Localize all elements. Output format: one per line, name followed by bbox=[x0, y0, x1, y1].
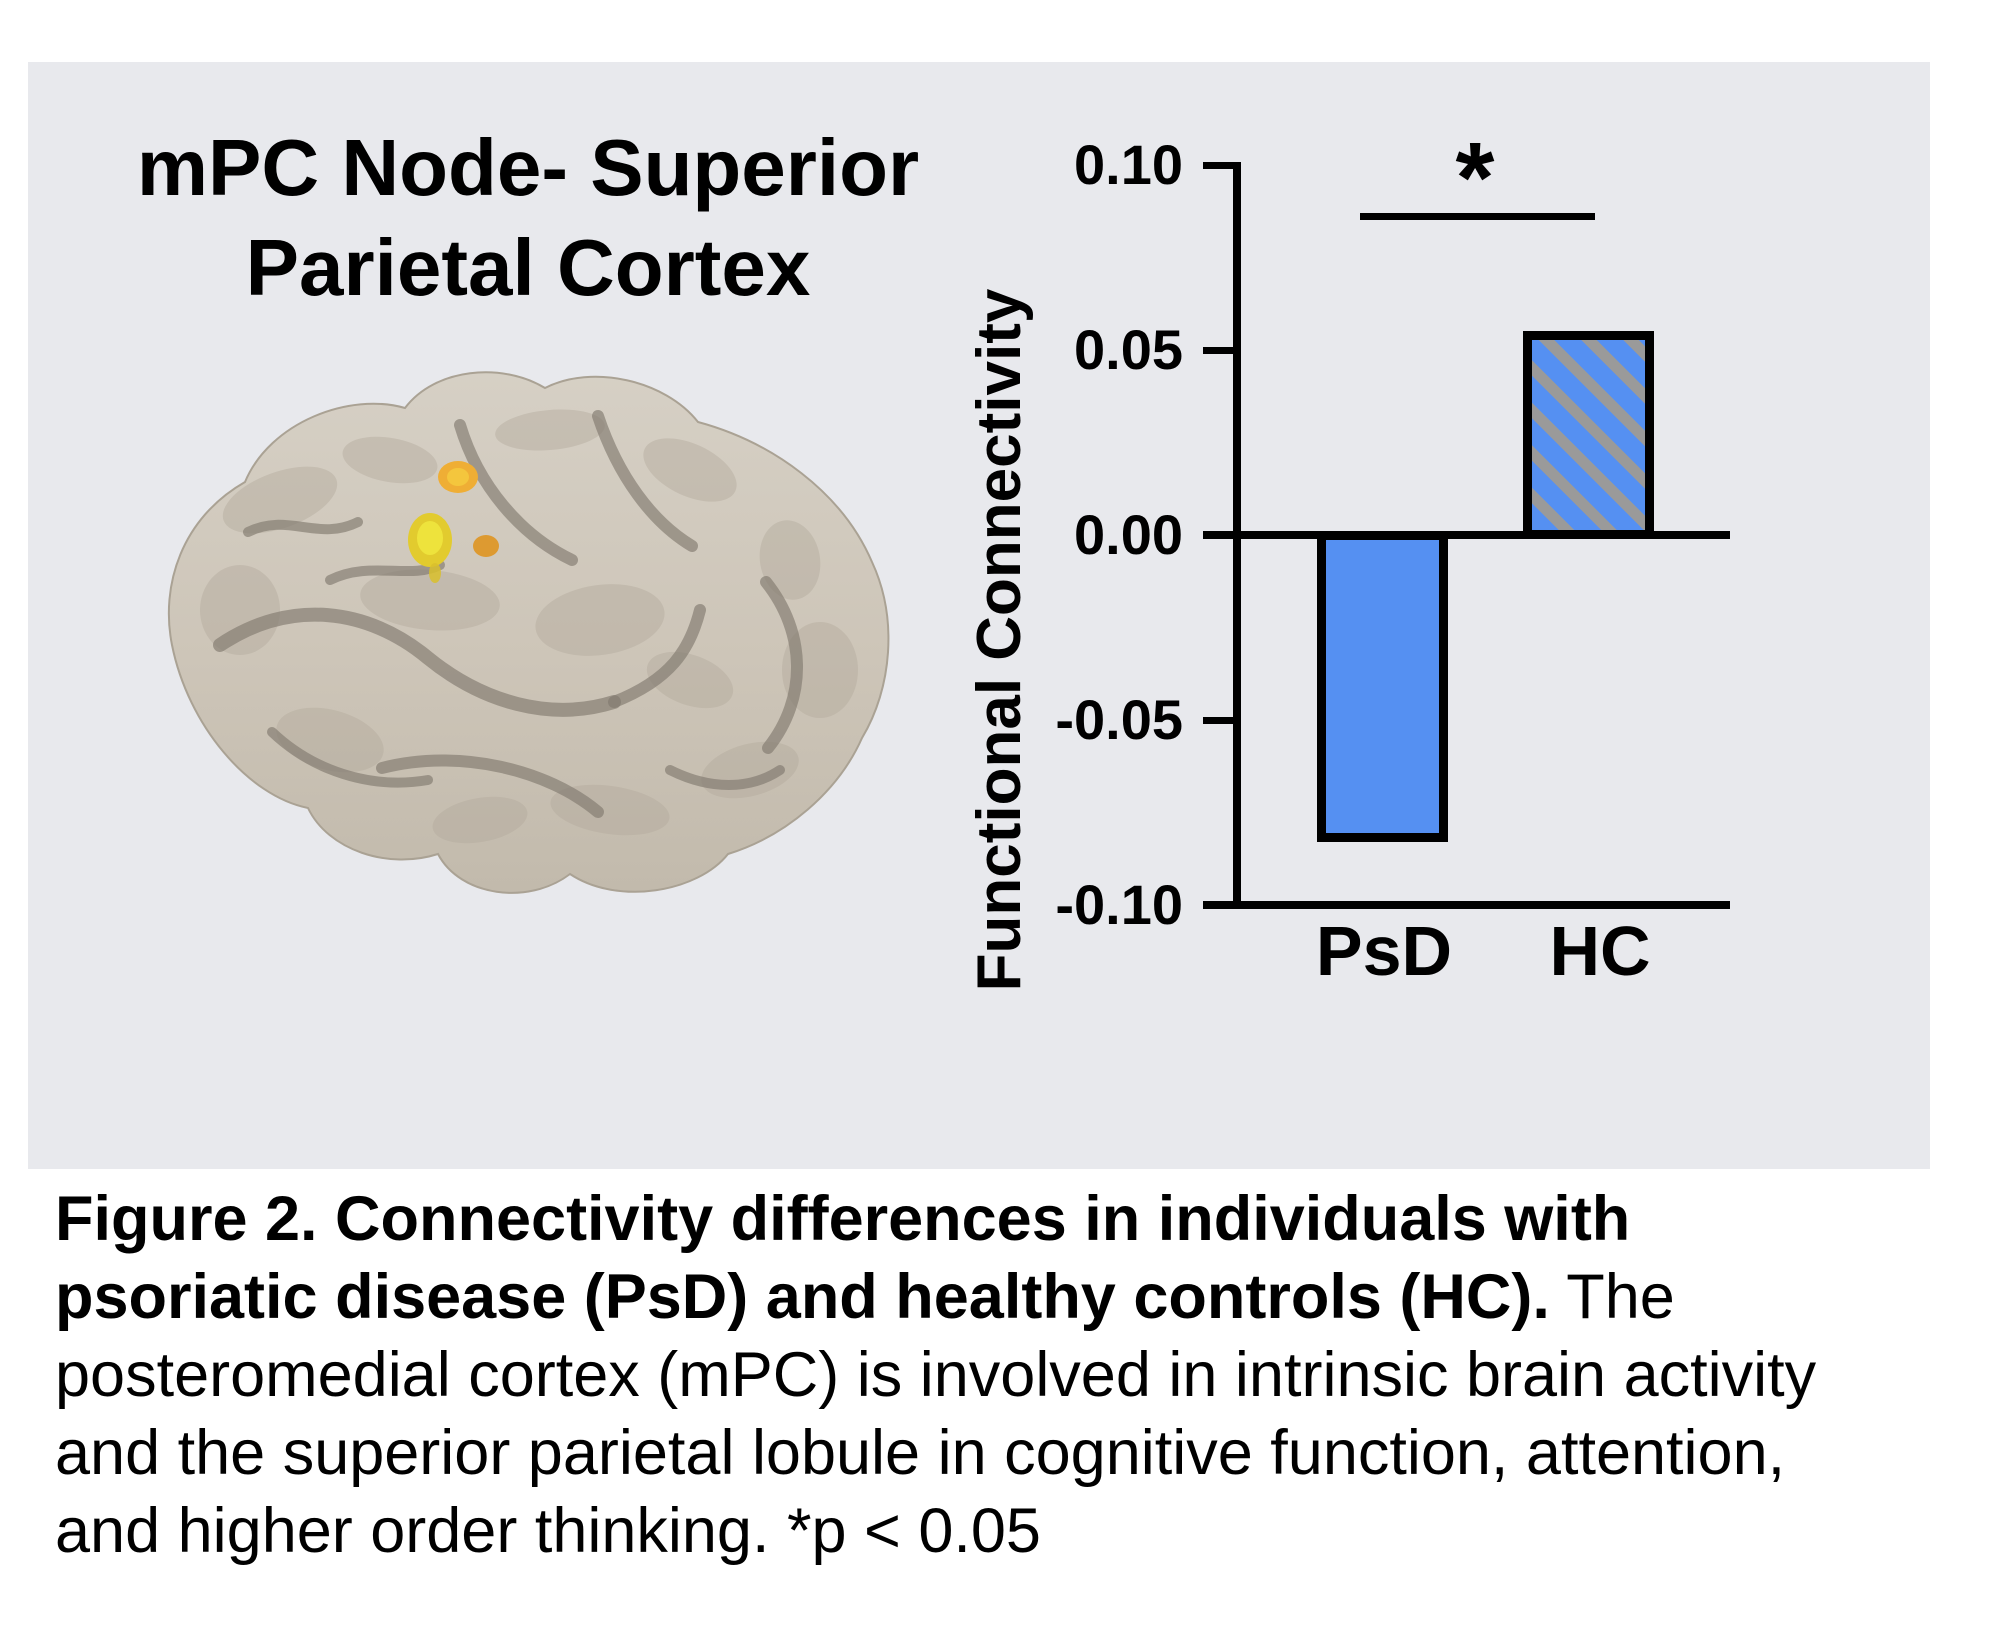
brain-outline bbox=[167, 371, 890, 894]
y-axis-tick-label: 0.10 bbox=[1074, 133, 1183, 196]
figure-title-line2: Parietal Cortex bbox=[245, 223, 811, 312]
activation-spot bbox=[447, 468, 469, 486]
zero-baseline bbox=[1203, 531, 1730, 539]
activation-spots bbox=[408, 461, 499, 583]
activation-spot bbox=[473, 535, 499, 557]
significance-asterisk: * bbox=[1455, 122, 1495, 234]
brain-image bbox=[167, 371, 890, 894]
x-label-hc: HC bbox=[1549, 912, 1651, 990]
y-axis-tick-label: 0.05 bbox=[1074, 318, 1183, 381]
brain-sulci bbox=[213, 410, 803, 818]
caption-line: and higher order thinking. *p < 0.05 bbox=[55, 1496, 1041, 1566]
figure-caption: Figure 2. Connectivity differences in in… bbox=[55, 1180, 1975, 1570]
significance-bracket-line bbox=[1360, 213, 1595, 220]
caption-line: and the superior parietal lobule in cogn… bbox=[55, 1418, 1786, 1488]
y-axis-tick bbox=[1203, 162, 1233, 169]
y-axis-tick-label: 0.00 bbox=[1074, 503, 1183, 566]
y-axis-tick-label: -0.10 bbox=[1055, 873, 1183, 936]
figure-title-line1: mPC Node- Superior bbox=[136, 123, 920, 212]
caption-line: posteromedial cortex (mPC) is involved i… bbox=[55, 1340, 1817, 1410]
caption-bold-text: psoriatic disease (PsD) and healthy cont… bbox=[55, 1262, 1550, 1332]
bar-psd bbox=[1317, 531, 1448, 842]
brain-gyral-patches bbox=[200, 409, 858, 844]
y-axis-tick bbox=[1203, 347, 1233, 354]
x-axis-line bbox=[1203, 901, 1730, 909]
figure-title: mPC Node- Superior Parietal Cortex bbox=[28, 118, 1028, 318]
caption-regular-text: The bbox=[1549, 1262, 1675, 1332]
y-axis-tick bbox=[1203, 717, 1233, 724]
caption-line: psoriatic disease (PsD) and healthy cont… bbox=[55, 1258, 1975, 1336]
bar-hc bbox=[1523, 331, 1654, 539]
activation-spot bbox=[417, 521, 443, 555]
y-axis-tick-label: -0.05 bbox=[1055, 688, 1183, 751]
activation-spot bbox=[429, 563, 441, 583]
x-label-psd: PsD bbox=[1315, 912, 1453, 990]
caption-bold-text: Figure 2. Connectivity differences in in… bbox=[55, 1184, 1631, 1254]
caption-line: Figure 2. Connectivity differences in in… bbox=[55, 1180, 1975, 1258]
